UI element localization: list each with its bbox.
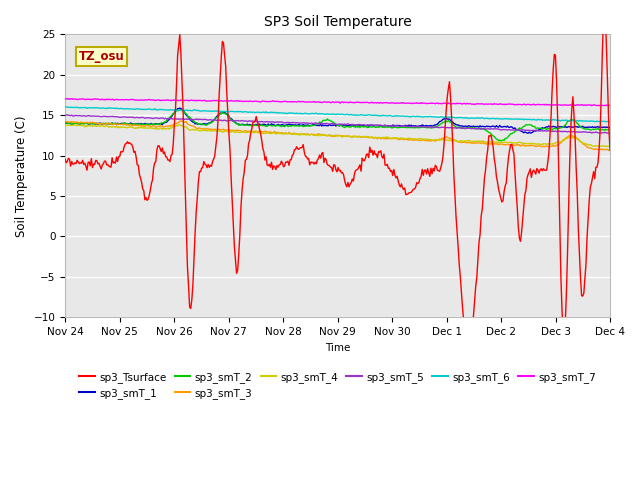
X-axis label: Time: Time <box>325 343 350 353</box>
Title: SP3 Soil Temperature: SP3 Soil Temperature <box>264 15 412 29</box>
Text: TZ_osu: TZ_osu <box>79 50 125 63</box>
Legend: sp3_Tsurface, sp3_smT_1, sp3_smT_2, sp3_smT_3, sp3_smT_4, sp3_smT_5, sp3_smT_6, : sp3_Tsurface, sp3_smT_1, sp3_smT_2, sp3_… <box>76 368 600 403</box>
Y-axis label: Soil Temperature (C): Soil Temperature (C) <box>15 115 28 237</box>
